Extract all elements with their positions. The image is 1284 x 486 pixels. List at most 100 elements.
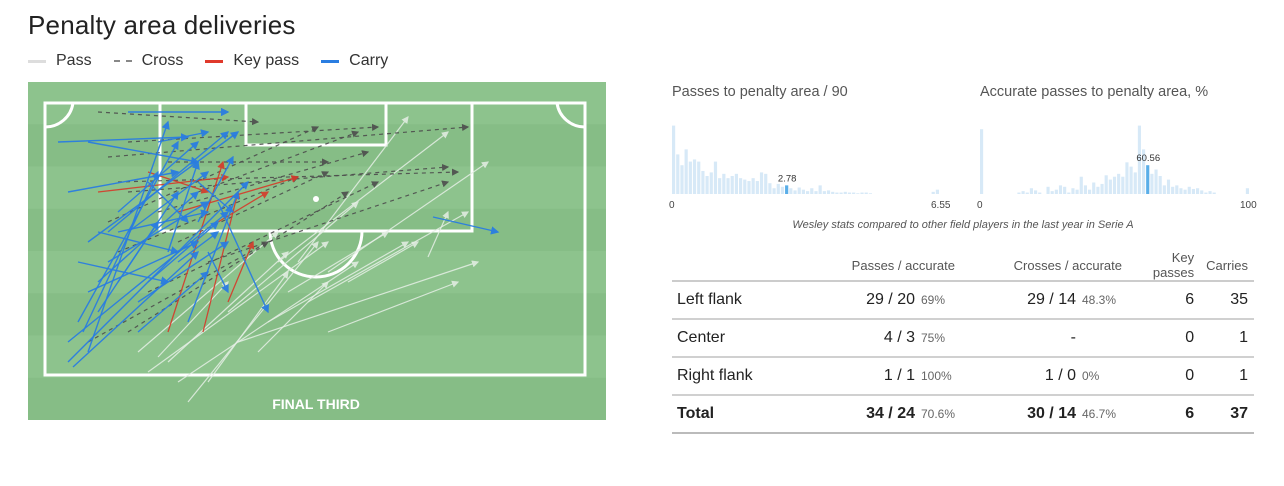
hist-bar <box>1054 189 1058 194</box>
hist-bar <box>847 192 852 194</box>
hist-bar <box>1208 191 1212 194</box>
table-row: Right flank 1 / 1 100% 1 / 0 0% 0 1 <box>672 357 1254 396</box>
cross-arrow <box>177 171 330 243</box>
crosses-pct: 48.3% <box>1082 293 1117 307</box>
carry-arrow <box>147 221 220 283</box>
legend-carry[interactable]: Carry <box>321 52 388 70</box>
passes-pct: 69% <box>921 293 946 307</box>
hist-bar <box>935 189 939 194</box>
hist-bar <box>676 154 680 194</box>
hist-accurate-pct: 60.56 <box>980 125 1249 194</box>
key-pass-line-icon <box>205 59 224 63</box>
carries-cell: 35 <box>1200 281 1254 320</box>
hist-bar <box>1129 166 1133 194</box>
page-title: Penalty area deliveries <box>28 10 296 40</box>
hist-bar <box>1079 176 1083 194</box>
hist-bar <box>1196 188 1200 194</box>
carry-arrow <box>217 201 269 314</box>
hist-bar <box>692 159 697 194</box>
hist-bar <box>747 181 751 194</box>
carry-arrow <box>72 251 200 368</box>
pass-arrow <box>327 280 460 333</box>
pass-arrow <box>327 161 489 273</box>
crosses-cell: 29 / 14 48.3% <box>961 281 1128 320</box>
pass-line-icon <box>28 59 46 63</box>
pass-arrow <box>167 251 289 363</box>
legend-key-pass[interactable]: Key pass <box>205 52 299 70</box>
legend-cross[interactable]: Cross <box>113 52 184 70</box>
hist-bar <box>1021 191 1025 194</box>
carry-arrow <box>137 271 210 333</box>
hist-bar <box>672 125 676 194</box>
row-label: Left flank <box>672 281 794 320</box>
hist-bar <box>1112 176 1117 194</box>
carry-line-icon <box>321 59 340 63</box>
hist-bar <box>1104 175 1108 194</box>
hist-bar <box>931 191 935 194</box>
carry-arrow <box>117 190 179 283</box>
hist-bar <box>1096 186 1100 194</box>
col-carries: Carries <box>1200 250 1254 282</box>
carries-cell: 1 <box>1200 319 1254 358</box>
passes-pct: 100% <box>921 369 952 383</box>
key-passes-cell: 6 <box>1128 281 1201 320</box>
pass-arrow <box>187 241 319 403</box>
legend-cross-label: Cross <box>141 52 184 69</box>
hist-bar <box>822 191 826 194</box>
hist-value-label: 60.56 <box>1136 153 1160 164</box>
total-key-passes-cell: 6 <box>1128 395 1201 434</box>
pass-arrow <box>267 241 410 323</box>
table-total-row: Total 34 / 24 70.6% 30 / 14 46.7% 6 37 <box>672 395 1254 434</box>
hist-right-min: 0 <box>977 200 983 211</box>
hist-bar <box>810 188 814 194</box>
key-passes-cell: 0 <box>1128 357 1201 396</box>
carry-arrows <box>57 107 500 368</box>
passes-cell: 29 / 20 69% <box>794 281 961 320</box>
passes-cell: 1 / 1 100% <box>794 357 961 396</box>
col-crosses: Crosses / accurate <box>961 250 1128 282</box>
pass-arrows <box>137 116 489 403</box>
hist-bar <box>1154 169 1158 194</box>
table-row: Center 4 / 3 75% - 0 1 <box>672 319 1254 358</box>
col-zone <box>672 250 794 282</box>
hist-bar <box>789 188 793 194</box>
carry-arrow <box>157 129 210 143</box>
hist-bar <box>743 179 747 194</box>
pass-arrow <box>207 271 289 383</box>
key-passes-cell: 0 <box>1128 319 1201 358</box>
hist-bar <box>1158 176 1162 194</box>
crosses-value: 29 / 14 <box>1027 291 1076 308</box>
hist-bar <box>1063 186 1067 194</box>
hist-bar <box>722 173 726 194</box>
comparison-caption: Wesley stats compared to other field pla… <box>792 219 1134 231</box>
grass-stripe <box>28 293 606 336</box>
legend-pass-label: Pass <box>56 52 92 69</box>
hist-bar <box>806 191 810 194</box>
hist-bar <box>764 173 768 194</box>
hist-bar <box>739 178 743 194</box>
carry-arrow <box>87 141 200 165</box>
hist-bar <box>718 178 722 194</box>
hist-bar <box>1067 192 1071 194</box>
hist-bar <box>705 176 709 194</box>
grass-stripe <box>28 166 606 210</box>
legend-pass[interactable]: Pass <box>28 52 92 70</box>
hist-highlight-bar <box>1146 165 1150 194</box>
hist-bar <box>697 161 701 194</box>
legend-carry-label: Carry <box>349 52 389 69</box>
carry-arrow <box>107 131 230 233</box>
hist-left-max: 6.55 <box>931 200 951 211</box>
passes-pct: 75% <box>921 331 946 345</box>
hist-bar <box>1058 185 1063 194</box>
total-label: Total <box>672 395 794 434</box>
cross-arrow <box>107 126 320 223</box>
hist-bar <box>759 172 764 194</box>
hist-bar <box>814 191 818 194</box>
hist-bar <box>852 192 856 194</box>
hist-bar <box>1029 188 1033 194</box>
key-arrow <box>227 240 255 303</box>
carry-arrow <box>197 181 235 213</box>
hist-bar <box>1162 185 1166 194</box>
hist-bar <box>1142 149 1146 194</box>
hist-bar <box>755 181 759 194</box>
